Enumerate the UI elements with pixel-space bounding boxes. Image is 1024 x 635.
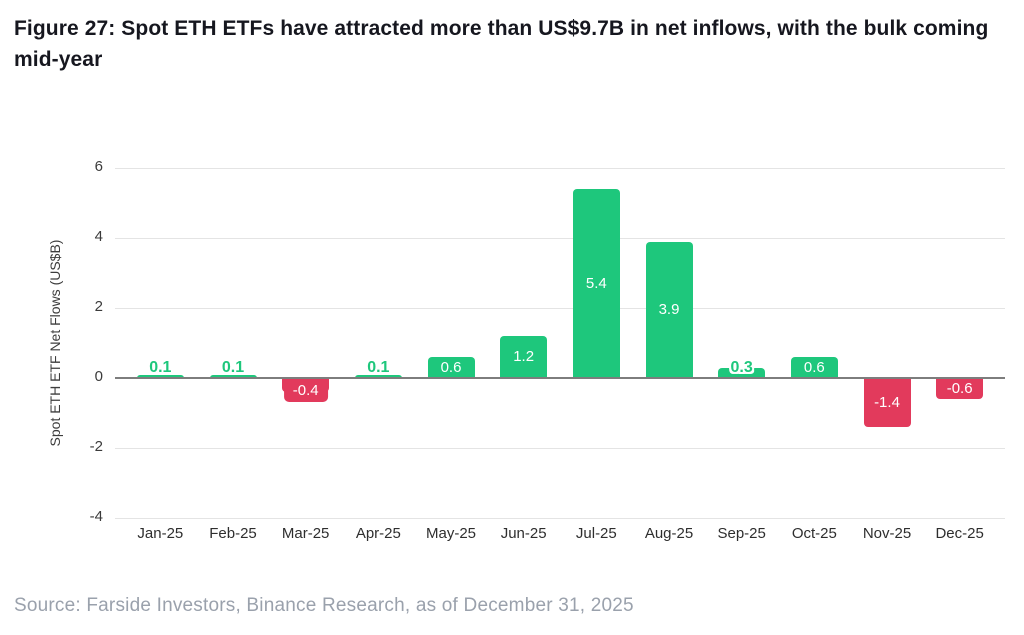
y-tick-label: -2 [89,438,103,455]
bar-value-label: 5.4 [585,274,607,292]
bar-value-label: 3.9 [658,300,680,318]
gridline [115,168,1005,169]
y-tick-label: 2 [94,298,103,315]
x-tick-label: Apr-25 [355,525,401,542]
bar-dec-25 [936,378,984,399]
bar-value-label: 0.6 [803,358,825,376]
x-tick-label: Aug-25 [644,525,694,542]
bar-jan-25 [136,374,184,378]
x-tick-label: Oct-25 [791,525,837,542]
bar-jul-25 [572,189,620,378]
bar-value-label: 0.3 [730,359,753,376]
x-tick-label: May-25 [425,525,477,542]
bar-value-label: 0.1 [221,359,245,376]
bar-nov-25 [863,378,911,427]
bar-jun-25 [500,336,548,378]
bar-value-label: -0.4 [283,380,328,402]
x-tick-label: Jan-25 [137,525,184,542]
bar-apr-25 [354,374,402,378]
bar-value-label: -0.6 [946,379,973,397]
bar-sep-25 [718,367,766,378]
source-note: Source: Farside Investors, Binance Resea… [14,595,634,616]
plot-area: 6 4 2 0 -2 -4 0.1 Jan-25 0.1 Feb-25 -0.4 Mar-25 0.1 A… [90,158,1005,542]
x-tick-label: Jun-25 [500,525,547,542]
x-tick-label: Mar-25 [281,525,330,542]
gridline [115,518,1005,519]
bar-value-label: 0.6 [440,358,462,376]
y-tick-label: -4 [89,508,103,525]
gridline [115,238,1005,239]
y-tick-label: 6 [94,158,103,175]
bar-value-label: -1.4 [874,393,900,411]
bar-value-label: 0.1 [149,359,172,376]
bar-may-25 [427,357,475,378]
bar-value-label: 1.2 [513,348,535,365]
x-tick-label: Nov-25 [862,525,912,542]
gridline [115,308,1005,309]
x-tick-label: Feb-25 [209,525,257,542]
x-tick-label: Dec-25 [935,525,984,542]
x-tick-label: Sep-25 [717,525,766,542]
y-axis-title: Spot ETH ETF Net Flows (US$B) [47,239,63,447]
bar-oct-25 [790,357,838,378]
gridline [115,448,1005,449]
y-tick-label: 4 [94,228,103,245]
y-tick-label: 0 [94,368,103,385]
x-tick-label: Jul-25 [575,525,617,542]
bar-value-label: 0.1 [367,359,390,376]
zero-axis-line [115,377,1005,379]
bar-aug-25 [645,241,693,378]
figure-title: Figure 27: Spot ETH ETFs have attracted … [14,17,989,71]
bar-feb-25 [209,374,257,378]
